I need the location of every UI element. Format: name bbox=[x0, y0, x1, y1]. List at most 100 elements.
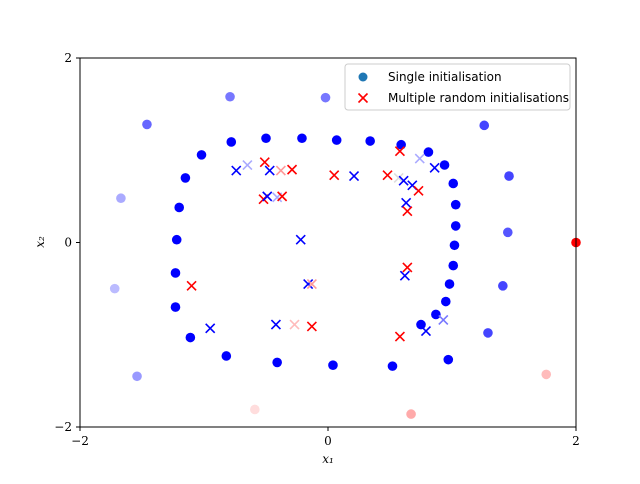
multi-init-point-stroke-b bbox=[303, 278, 314, 290]
multi-init-point bbox=[186, 280, 197, 291]
single-init-point bbox=[226, 137, 237, 147]
y-tick-label: 2 bbox=[64, 51, 72, 65]
single-init-point bbox=[503, 227, 513, 238]
single-init-point bbox=[174, 202, 184, 213]
multi-init-point bbox=[399, 270, 410, 281]
single-init-point bbox=[170, 302, 181, 312]
multi-init-point-stroke-b bbox=[394, 146, 405, 157]
single-init-point bbox=[109, 283, 120, 294]
multi-init-point-stroke-b bbox=[329, 170, 340, 181]
multi-init-point bbox=[382, 170, 393, 181]
single-init-point bbox=[448, 260, 459, 271]
multi-init-point-stroke-b bbox=[414, 153, 425, 164]
single-init-point bbox=[439, 160, 450, 170]
multi-init-point-stroke-b bbox=[275, 165, 286, 176]
single-init-point bbox=[225, 91, 235, 102]
multi-init-point-stroke-b bbox=[231, 165, 242, 176]
multi-init-point-stroke-b bbox=[277, 191, 288, 202]
single-init-point bbox=[483, 328, 493, 338]
multi-init-point-stroke-b bbox=[295, 234, 306, 245]
single-init-point bbox=[331, 135, 342, 145]
x-tick-label: 2 bbox=[572, 434, 580, 448]
multi-init-point-stroke-b bbox=[407, 180, 418, 191]
data-marks bbox=[109, 91, 581, 419]
multi-init-point-stroke-b bbox=[348, 171, 360, 182]
multi-init-point bbox=[413, 185, 424, 196]
single-init-point bbox=[250, 404, 260, 415]
y-axis-label: x₂ bbox=[33, 236, 47, 248]
y-tick-label: −2 bbox=[54, 420, 72, 434]
multi-init-point bbox=[329, 170, 340, 181]
multi-init-point-stroke-b bbox=[262, 191, 273, 202]
multi-init-point bbox=[394, 146, 405, 157]
legend-marker-multiple-random-initialisations bbox=[357, 92, 369, 104]
legend-x-marker-stroke-b bbox=[357, 92, 369, 104]
multi-init-point bbox=[394, 331, 405, 342]
axis-ticks: −2 0 2 −2 0 2 bbox=[54, 51, 580, 448]
legend-label-multiple-random-initialisations: Multiple random initialisations bbox=[388, 91, 569, 105]
multi-init-point bbox=[401, 197, 412, 208]
single-init-point bbox=[328, 360, 338, 370]
multi-init-point-stroke-b bbox=[394, 331, 405, 342]
single-init-point bbox=[423, 147, 434, 157]
single-init-point bbox=[444, 279, 455, 289]
multi-init-point bbox=[289, 319, 300, 330]
multi-init-point bbox=[306, 321, 317, 332]
multi-init-point-stroke-b bbox=[429, 162, 440, 173]
single-init-point bbox=[171, 234, 182, 245]
legend: Single initialisation Multiple random in… bbox=[344, 63, 571, 111]
single-init-point bbox=[416, 319, 426, 330]
multi-init-point bbox=[402, 206, 413, 217]
multi-init-point-stroke-b bbox=[401, 197, 412, 208]
multi-init-point bbox=[295, 234, 306, 245]
single-init-point bbox=[132, 371, 142, 382]
multi-init-point-stroke-b bbox=[393, 172, 404, 183]
multi-init-point-stroke-b bbox=[264, 165, 275, 176]
multi-init-point-stroke-b bbox=[399, 270, 410, 281]
legend-marker-single-initialisation bbox=[358, 72, 368, 82]
multi-init-point bbox=[393, 172, 404, 183]
multi-init-point bbox=[438, 314, 449, 326]
multi-init-point-stroke-b bbox=[242, 159, 253, 171]
x-axis-label: x₁ bbox=[322, 452, 334, 466]
multi-init-point bbox=[205, 323, 216, 334]
x-tick-label: 0 bbox=[324, 434, 332, 448]
multi-init-point-stroke-b bbox=[270, 319, 281, 330]
multi-init-point bbox=[398, 175, 409, 186]
multi-init-point-stroke-b bbox=[306, 321, 317, 332]
multi-init-point bbox=[262, 191, 273, 202]
single-init-point bbox=[431, 309, 441, 320]
single-init-point bbox=[261, 133, 271, 144]
multi-init-point bbox=[429, 162, 440, 173]
legend-label-single-initialisation: Single initialisation bbox=[388, 70, 502, 84]
multi-init-point bbox=[420, 325, 432, 337]
single-init-point bbox=[170, 268, 181, 278]
multi-init-point bbox=[348, 171, 360, 182]
multi-init-point-stroke-b bbox=[438, 314, 449, 326]
single-init-point bbox=[142, 119, 152, 130]
single-init-point bbox=[365, 136, 375, 146]
multi-init-point bbox=[402, 262, 413, 273]
single-init-point bbox=[541, 369, 552, 380]
single-init-point bbox=[450, 221, 461, 231]
single-init-point bbox=[185, 332, 196, 343]
multi-init-point-stroke-b bbox=[420, 325, 432, 337]
multi-init-point bbox=[275, 165, 286, 176]
single-init-point bbox=[297, 133, 307, 144]
multi-init-point bbox=[303, 278, 314, 290]
multi-init-point bbox=[242, 159, 253, 171]
multi-init-point-stroke-b bbox=[259, 157, 270, 168]
single-init-point bbox=[320, 92, 331, 103]
multi-init-point-stroke-b bbox=[286, 164, 298, 175]
single-init-point bbox=[180, 173, 191, 183]
single-init-point bbox=[116, 193, 126, 204]
multi-init-point-stroke-b bbox=[205, 323, 216, 334]
multi-init-point-stroke-b bbox=[402, 262, 413, 273]
multi-init-point-stroke-b bbox=[413, 185, 424, 196]
multi-init-point bbox=[259, 157, 270, 168]
single-init-point bbox=[450, 199, 461, 210]
x-tick-label: −2 bbox=[71, 434, 89, 448]
multi-init-point bbox=[306, 278, 317, 290]
single-init-point bbox=[387, 361, 398, 371]
